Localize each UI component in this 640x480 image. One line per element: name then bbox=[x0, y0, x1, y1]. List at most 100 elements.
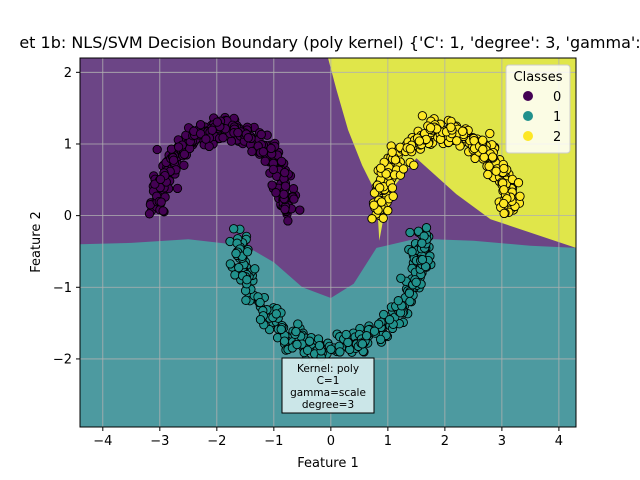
data-point bbox=[234, 262, 244, 273]
data-point bbox=[260, 156, 270, 166]
y-axis-label: Feature 2 bbox=[29, 211, 44, 273]
data-point bbox=[374, 319, 384, 329]
data-point bbox=[421, 223, 432, 233]
data-point bbox=[396, 273, 406, 283]
data-point bbox=[387, 183, 398, 193]
data-point bbox=[231, 248, 241, 259]
data-point bbox=[268, 164, 279, 175]
data-point bbox=[156, 197, 166, 207]
data-point bbox=[242, 247, 253, 257]
data-point bbox=[233, 127, 243, 138]
x-tick-label: 0 bbox=[327, 434, 335, 449]
data-point bbox=[293, 319, 303, 329]
legend-marker-2 bbox=[523, 131, 533, 141]
annotation-frame bbox=[281, 357, 375, 414]
data-point bbox=[478, 135, 488, 145]
y-tick-label: 0 bbox=[64, 209, 72, 224]
data-point bbox=[388, 191, 398, 201]
data-point bbox=[288, 184, 299, 194]
data-point bbox=[407, 247, 417, 257]
data-point bbox=[483, 169, 493, 180]
data-point bbox=[271, 188, 281, 198]
data-point bbox=[378, 213, 388, 223]
legend-label-0: 0 bbox=[553, 90, 561, 105]
data-point bbox=[361, 331, 372, 341]
data-point bbox=[283, 216, 293, 226]
data-point bbox=[276, 324, 286, 335]
data-point bbox=[341, 329, 351, 340]
data-point bbox=[267, 180, 277, 190]
data-point bbox=[499, 208, 509, 219]
data-point bbox=[425, 123, 436, 133]
data-point bbox=[241, 295, 251, 305]
data-point bbox=[271, 309, 281, 319]
data-point bbox=[405, 144, 415, 154]
data-point bbox=[487, 152, 498, 162]
data-point bbox=[243, 133, 253, 143]
data-point bbox=[258, 147, 268, 157]
data-point bbox=[485, 128, 495, 139]
data-point bbox=[280, 204, 290, 214]
legend: Classes 0 1 2 bbox=[505, 64, 571, 154]
data-point bbox=[383, 205, 393, 216]
series-class-0 bbox=[144, 112, 305, 226]
legend-label-1: 1 bbox=[553, 110, 561, 125]
data-point bbox=[250, 264, 260, 274]
data-point bbox=[280, 167, 290, 178]
x-tick-label: −2 bbox=[207, 434, 226, 449]
data-point bbox=[276, 156, 287, 167]
data-point bbox=[409, 160, 419, 170]
data-point bbox=[491, 166, 501, 176]
data-point bbox=[452, 136, 462, 146]
data-point bbox=[242, 275, 252, 285]
series-class-1 bbox=[225, 223, 436, 365]
y-tick-label: 1 bbox=[64, 137, 72, 152]
x-axis-label: Feature 1 bbox=[297, 456, 359, 471]
data-point bbox=[404, 288, 415, 298]
x-tick-label: 4 bbox=[555, 434, 563, 449]
data-point bbox=[387, 147, 397, 157]
data-point bbox=[195, 119, 206, 130]
plot-frame bbox=[79, 57, 577, 428]
x-tick-label: 2 bbox=[441, 434, 449, 449]
data-point bbox=[393, 296, 403, 306]
data-point bbox=[179, 160, 189, 170]
data-point bbox=[398, 164, 409, 174]
data-point bbox=[414, 136, 425, 146]
data-point bbox=[168, 155, 179, 165]
data-point bbox=[479, 152, 489, 162]
data-point bbox=[515, 191, 525, 201]
data-point bbox=[179, 149, 190, 160]
data-point bbox=[326, 344, 336, 354]
data-point bbox=[226, 136, 237, 146]
data-point bbox=[367, 214, 377, 224]
x-tick-label: −1 bbox=[264, 434, 283, 449]
data-point bbox=[369, 326, 380, 336]
data-point bbox=[155, 174, 166, 185]
y-tick-label: −2 bbox=[53, 352, 72, 367]
data-point bbox=[304, 336, 315, 346]
data-point bbox=[266, 143, 276, 154]
data-point bbox=[292, 339, 302, 350]
data-point bbox=[390, 155, 401, 165]
data-point bbox=[255, 314, 266, 325]
legend-title: Classes bbox=[514, 70, 563, 85]
data-point bbox=[295, 205, 305, 215]
x-tick-label: −3 bbox=[150, 434, 169, 449]
data-point bbox=[375, 334, 386, 345]
data-point bbox=[417, 111, 428, 121]
data-point bbox=[499, 163, 509, 174]
data-point bbox=[218, 133, 228, 143]
x-tick-label: 3 bbox=[498, 434, 506, 449]
data-point bbox=[376, 197, 387, 207]
data-point bbox=[375, 183, 385, 193]
annotation-line: degree=3 bbox=[302, 399, 354, 411]
annotation-line: Kernel: poly bbox=[297, 363, 359, 375]
chart-title: et 1b: NLS/SVM Decision Boundary (poly k… bbox=[19, 33, 640, 52]
y-tick-label: −1 bbox=[53, 281, 72, 296]
data-point bbox=[314, 340, 325, 351]
data-point bbox=[411, 277, 421, 287]
data-point bbox=[513, 178, 524, 188]
data-point bbox=[499, 198, 509, 209]
